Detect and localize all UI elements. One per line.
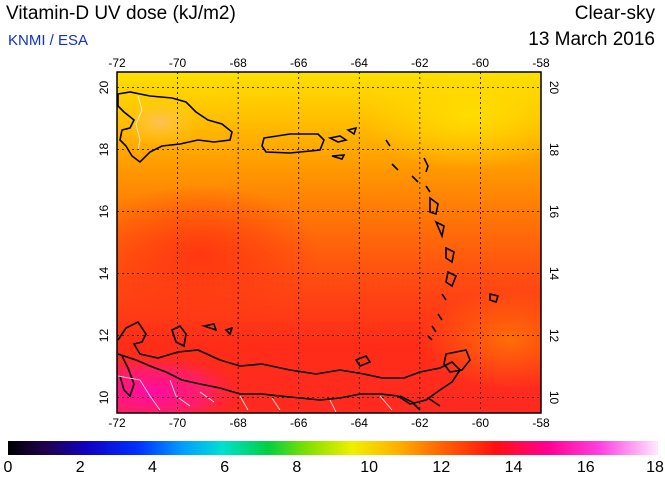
colorbar-tick-label: 2: [75, 459, 85, 476]
tobago: [489, 292, 500, 304]
lat-tick-label: 12: [547, 329, 561, 343]
sky-mode-label: Clear-sky: [574, 3, 655, 24]
lon-tick-label: -70: [169, 56, 187, 70]
lon-tick-label: -68: [229, 416, 247, 430]
orinoco-delta: [399, 395, 441, 411]
country-borders: [117, 95, 393, 413]
hispaniola-coast: [117, 91, 233, 164]
margarita: [354, 355, 372, 367]
colorbar-tick-label: 8: [292, 459, 302, 476]
map-title: Vitamin-D UV dose (kJ/m2): [6, 3, 236, 24]
lat-tick-label: 14: [97, 267, 111, 281]
lon-tick-label: -70: [169, 416, 187, 430]
lat-tick-label: 20: [97, 81, 111, 95]
lon-tick-label: -72: [108, 416, 126, 430]
lesser-antilles: [385, 139, 458, 341]
lat-tick-label: 16: [97, 205, 111, 219]
map-frame: [116, 71, 542, 414]
colorbar-tick-label: 10: [360, 459, 379, 476]
lon-tick-label: -64: [351, 416, 369, 430]
colorbar-tick-label: 14: [504, 459, 523, 476]
lat-tick-label: 14: [547, 267, 561, 281]
lon-tick-label: -68: [229, 56, 247, 70]
colorbar-tick-label: 16: [576, 459, 595, 476]
date-label: 13 March 2016: [528, 29, 655, 50]
colorbar-tick-label: 0: [3, 459, 13, 476]
lat-tick-label: 10: [97, 391, 111, 405]
lon-ticks-top: -72 -70 -68 -66 -64 -62 -60 -58: [108, 56, 550, 70]
lon-tick-label: -58: [532, 56, 550, 70]
lon-tick-label: -66: [290, 416, 308, 430]
puerto-rico-coast: [261, 133, 325, 154]
lake-maracaibo: [119, 355, 135, 398]
colorbar: [8, 441, 658, 455]
lon-tick-label: -64: [351, 56, 369, 70]
lat-ticks-left: 10 12 14 16 18 20: [97, 81, 111, 405]
lon-tick-label: -60: [472, 56, 490, 70]
lat-tick-label: 10: [547, 391, 561, 405]
colorbar-tick-label: 18: [646, 459, 664, 476]
organization-label: KNMI / ESA: [8, 32, 89, 49]
lon-tick-label: -58: [532, 416, 550, 430]
lon-tick-label: -62: [411, 416, 429, 430]
lon-tick-label: -60: [472, 416, 490, 430]
curacao-aruba: [171, 323, 234, 348]
uv-field: [117, 72, 541, 413]
lat-tick-label: 18: [97, 143, 111, 157]
trinidad: [443, 349, 471, 373]
lat-ticks-right: 10 12 14 16 18 20: [547, 81, 561, 405]
lon-ticks-bottom: -72 -70 -68 -66 -64 -62 -60 -58: [108, 416, 550, 430]
lon-tick-label: -62: [411, 56, 429, 70]
lon-tick-label: -72: [108, 56, 126, 70]
colorbar-tick-label: 4: [147, 459, 157, 476]
venezuela-coast: [117, 320, 462, 405]
lon-tick-label: -66: [290, 56, 308, 70]
coastlines: [117, 91, 500, 411]
graticule: [117, 72, 541, 413]
colorbar-tick-label: 6: [220, 459, 230, 476]
lat-tick-label: 12: [97, 329, 111, 343]
lat-tick-label: 16: [547, 205, 561, 219]
virgin-islands: [327, 126, 358, 160]
colorbar-tick-label: 12: [432, 459, 451, 476]
lat-tick-label: 20: [547, 81, 561, 95]
lat-tick-label: 18: [547, 143, 561, 157]
